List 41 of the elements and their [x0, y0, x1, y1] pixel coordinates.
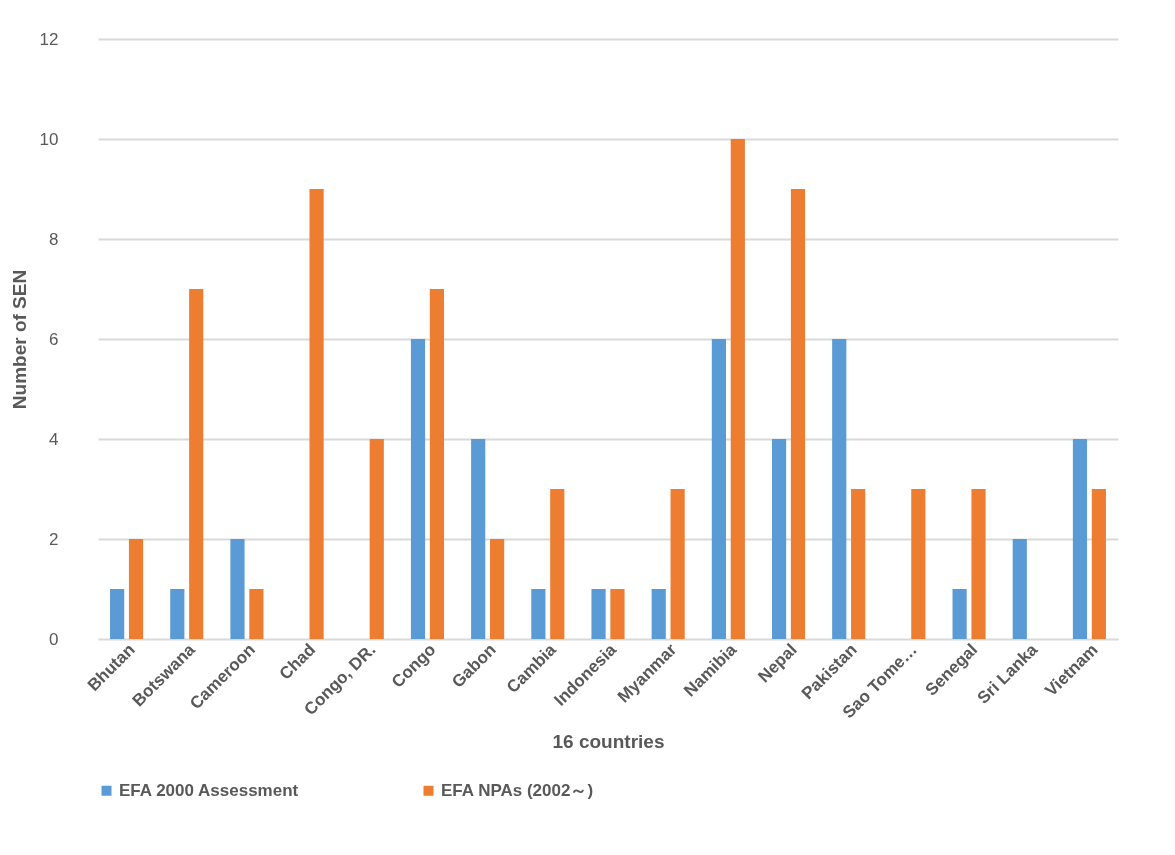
bar — [369, 439, 384, 639]
bar — [471, 439, 486, 639]
bar — [670, 489, 685, 639]
y-tick-label: 4 — [49, 429, 59, 449]
x-axis-title: 16 countries — [552, 731, 665, 753]
bar — [1091, 489, 1106, 639]
bar — [490, 539, 505, 639]
legend-label: EFA 2000 Assessment — [119, 780, 299, 800]
bar — [711, 339, 726, 639]
bar — [790, 189, 806, 639]
bar — [832, 339, 847, 639]
bar — [309, 189, 324, 639]
bar — [110, 589, 125, 639]
bar — [170, 589, 185, 639]
bar — [429, 289, 445, 639]
y-tick-label: 8 — [49, 229, 59, 249]
bar — [128, 539, 144, 639]
bar — [911, 489, 926, 639]
bar — [230, 539, 245, 639]
bar — [771, 439, 787, 639]
bar — [189, 289, 204, 639]
y-axis-title: Number of SEN — [8, 269, 30, 410]
bar — [410, 339, 426, 639]
bar — [531, 589, 546, 639]
y-tick-label: 12 — [39, 29, 59, 49]
legend-label: EFA NPAs (2002～) — [441, 780, 594, 800]
y-tick-label: 10 — [39, 129, 59, 149]
bar — [591, 589, 606, 639]
bar — [651, 589, 666, 639]
bar — [249, 589, 264, 639]
bar — [971, 489, 986, 639]
y-tick-label: 6 — [49, 329, 59, 349]
bar — [851, 489, 866, 639]
bar — [1072, 439, 1088, 639]
bar — [610, 589, 625, 639]
bar — [952, 589, 967, 639]
bar — [550, 489, 565, 639]
bar — [730, 139, 745, 639]
bar — [1012, 539, 1027, 639]
y-tick-label: 0 — [49, 629, 59, 649]
y-tick-label: 2 — [49, 529, 59, 549]
